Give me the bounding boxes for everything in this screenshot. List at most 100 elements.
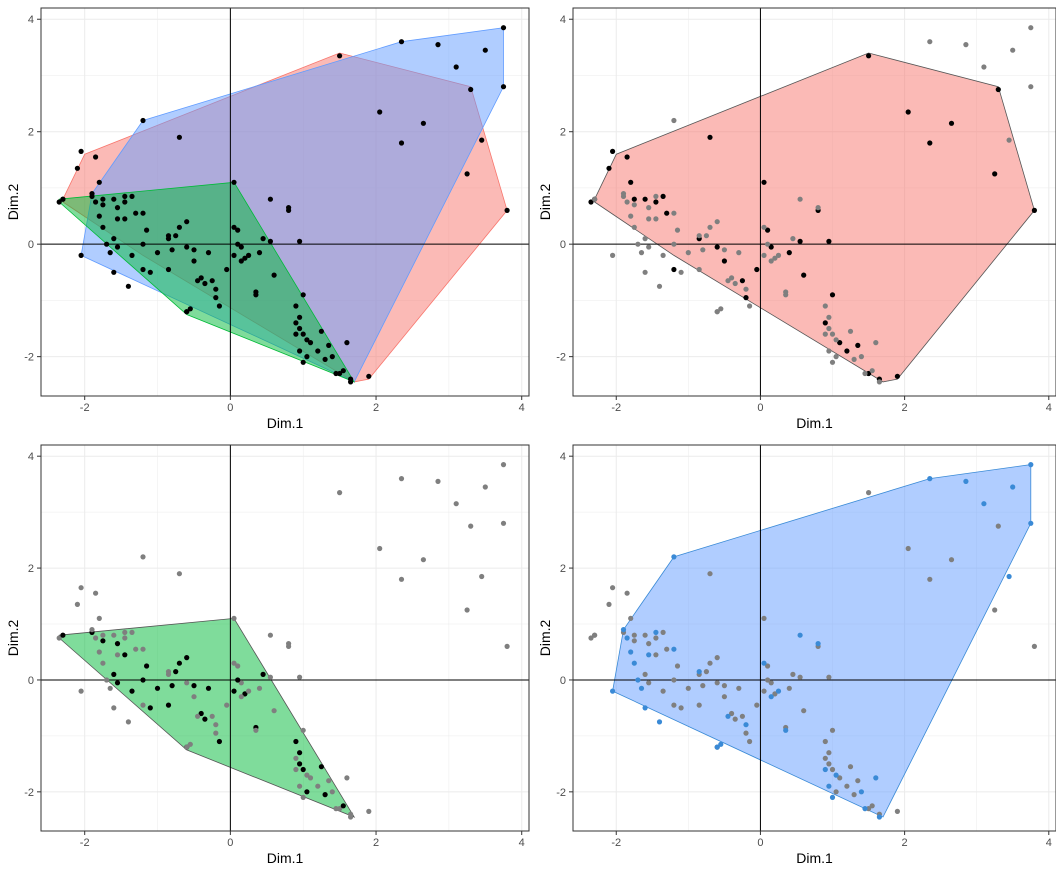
data-point-blue (78, 252, 84, 258)
data-point-red (420, 120, 426, 126)
data-point-blue (344, 775, 350, 781)
data-point-blue (213, 286, 219, 292)
data-point-red (307, 775, 314, 781)
data-point-blue (246, 688, 252, 694)
data-point-red (768, 244, 774, 250)
data-point-blue (1006, 137, 1012, 143)
data-point-red (337, 53, 343, 59)
data-point-blue (628, 213, 634, 219)
data-point-blue (231, 660, 237, 666)
x-tick-label: 2 (902, 402, 908, 414)
data-point-blue (231, 224, 237, 230)
data-point-green (242, 691, 248, 697)
data-point-blue (184, 744, 190, 750)
data-point-green (318, 764, 324, 770)
data-point-green (300, 331, 306, 337)
data-point-red (74, 601, 80, 608)
data-point-green (790, 236, 796, 242)
data-point-blue (822, 331, 828, 337)
data-point-blue (500, 520, 507, 526)
data-point-green (154, 250, 161, 256)
data-point-green (216, 303, 222, 309)
data-point-red (300, 727, 306, 733)
data-point-blue (642, 269, 648, 275)
y-tick-label: 2 (560, 127, 566, 139)
data-point-red (610, 585, 616, 591)
data-point-red (797, 238, 803, 244)
data-point-red (100, 196, 106, 202)
data-point-green (869, 803, 875, 809)
data-point-green (851, 792, 857, 798)
data-point-blue (344, 340, 350, 346)
y-tick-label: -2 (556, 787, 566, 799)
data-point-red (337, 370, 343, 377)
data-point-blue (714, 744, 720, 750)
y-tick-label: -2 (24, 787, 34, 799)
data-point-red (739, 713, 746, 719)
data-point-green (235, 241, 241, 247)
y-axis-title: Dim.2 (537, 184, 553, 221)
data-point-green (703, 233, 710, 239)
data-point-red (78, 585, 84, 591)
data-point-red (801, 272, 807, 278)
data-point-green (144, 663, 150, 669)
data-point-green (660, 252, 666, 258)
data-point-green (592, 196, 598, 202)
data-point-blue (833, 772, 839, 778)
data-point-green (154, 685, 161, 691)
data-point-green (129, 252, 135, 258)
data-point-blue (631, 224, 637, 230)
x-tick-label: 2 (373, 402, 379, 414)
panel-border (40, 7, 530, 397)
data-point-red (293, 320, 299, 326)
data-point-green (674, 663, 681, 669)
y-axis-title: Dim.2 (5, 184, 21, 221)
y-axis-title: Dim.2 (537, 620, 553, 657)
data-point-blue (348, 379, 354, 385)
chart-panel-1: -2 0 2 4 -2 0 2 4 Dim.1 Dim.2 (5, 7, 530, 431)
data-point-blue (743, 722, 749, 728)
data-point-green (869, 368, 875, 374)
data-point-green (829, 766, 836, 773)
data-point-blue (646, 652, 652, 658)
data-point-red (129, 193, 135, 199)
data-point-blue (195, 278, 201, 284)
data-point-green (260, 671, 266, 678)
data-point-green (202, 716, 208, 722)
data-point-blue (783, 727, 789, 733)
y-tick-label: 0 (28, 239, 34, 251)
data-point-blue (725, 713, 731, 719)
data-point-blue (253, 727, 259, 733)
data-point-red (721, 258, 728, 264)
data-point-green (304, 789, 310, 795)
data-point-red (209, 713, 215, 719)
data-point-blue (620, 627, 627, 633)
data-point-green (678, 705, 684, 711)
data-point-red (628, 179, 634, 185)
data-point-blue (635, 677, 641, 683)
data-point-red (366, 808, 372, 815)
x-tick-label: 0 (757, 837, 763, 849)
data-point-blue (646, 216, 652, 222)
data-point-red (377, 109, 383, 115)
y-tick-label: 4 (28, 14, 34, 26)
data-point-green (293, 738, 299, 745)
data-point-red (315, 783, 321, 789)
data-point-blue (822, 766, 828, 773)
data-point-blue (631, 660, 637, 666)
x-tick-label: 2 (902, 837, 908, 849)
data-point-blue (761, 224, 767, 230)
data-point-blue (1010, 484, 1016, 490)
data-point-blue (1006, 573, 1012, 580)
data-point-blue (89, 627, 95, 633)
data-point-red (995, 86, 1001, 93)
data-point-blue (333, 370, 339, 377)
y-tick-label: 0 (560, 675, 566, 687)
data-point-green (304, 354, 310, 360)
data-point-green (169, 683, 175, 689)
chart-panel-4: -2 0 2 4 -2 0 2 4 Dim.1 Dim.2 (537, 444, 1056, 866)
data-point-blue (858, 789, 865, 795)
data-point-red (122, 635, 128, 641)
data-point-blue (300, 359, 306, 365)
data-point-red (855, 342, 861, 348)
